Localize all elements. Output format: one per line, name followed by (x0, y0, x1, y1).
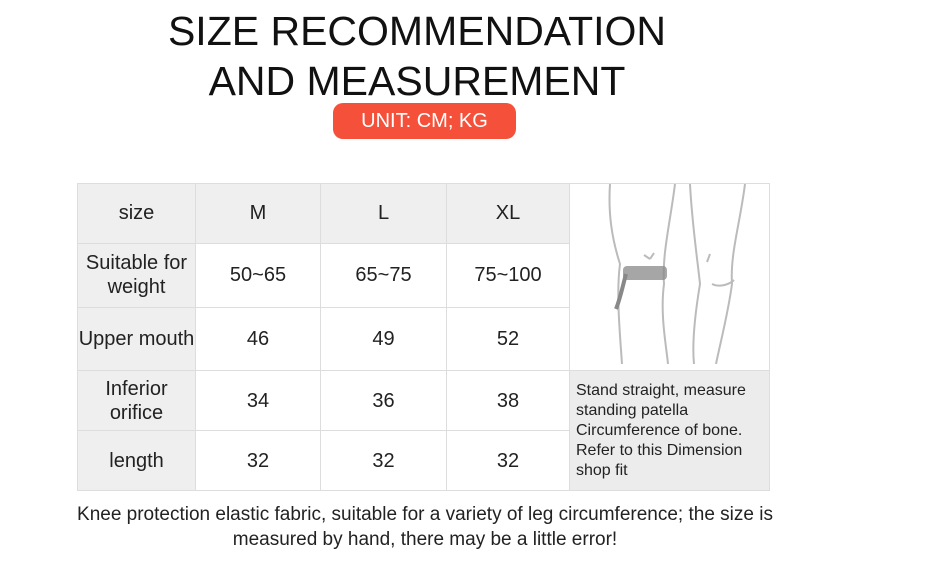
page-title: SIZE RECOMMENDATION AND MEASUREMENT (117, 6, 717, 106)
row-label: Inferior orifice (77, 370, 196, 431)
header-m: M (195, 183, 321, 244)
title-line-1: SIZE RECOMMENDATION (167, 8, 667, 54)
cell-value: 65~75 (320, 242, 447, 309)
table-row: Inferior orifice 34 36 38 Stand straight… (77, 370, 770, 491)
measurement-note: Stand straight, measure standing patella… (569, 370, 770, 491)
table-row: length 32 32 32 (77, 430, 770, 491)
cell-value: 32 (195, 430, 321, 491)
cell-value: 38 (446, 370, 570, 431)
header-xl: XL (446, 183, 570, 244)
title-line-2: AND MEASUREMENT (208, 58, 626, 104)
size-table: size M L XL Suitable for weight 50~65 65… (77, 183, 770, 491)
header-size: size (77, 183, 196, 244)
footer-note: Knee protection elastic fabric, suitable… (77, 504, 773, 550)
cell-value: 34 (195, 370, 321, 431)
unit-badge: UNIT: CM; KG (333, 103, 516, 139)
cell-value: 49 (320, 307, 447, 371)
table-row: Upper mouth 46 49 52 (77, 307, 770, 371)
table-row: Suitable for weight 50~65 65~75 75~100 (77, 242, 770, 309)
knee-illustration-cell (569, 183, 770, 371)
header-l: L (320, 183, 447, 244)
cell-value: 46 (195, 307, 321, 371)
row-label: Upper mouth (77, 307, 196, 371)
row-label: length (77, 430, 196, 491)
row-label: Suitable for weight (77, 242, 196, 309)
table-header-row: size M L XL (77, 183, 770, 371)
cell-value: 50~65 (195, 242, 321, 309)
cell-value: 36 (320, 370, 447, 431)
cell-value: 32 (446, 430, 570, 491)
cell-value: 32 (320, 430, 447, 491)
knee-measuring-tape-illustration (608, 183, 746, 365)
cell-value: 75~100 (446, 242, 570, 309)
cell-value: 52 (446, 307, 570, 371)
